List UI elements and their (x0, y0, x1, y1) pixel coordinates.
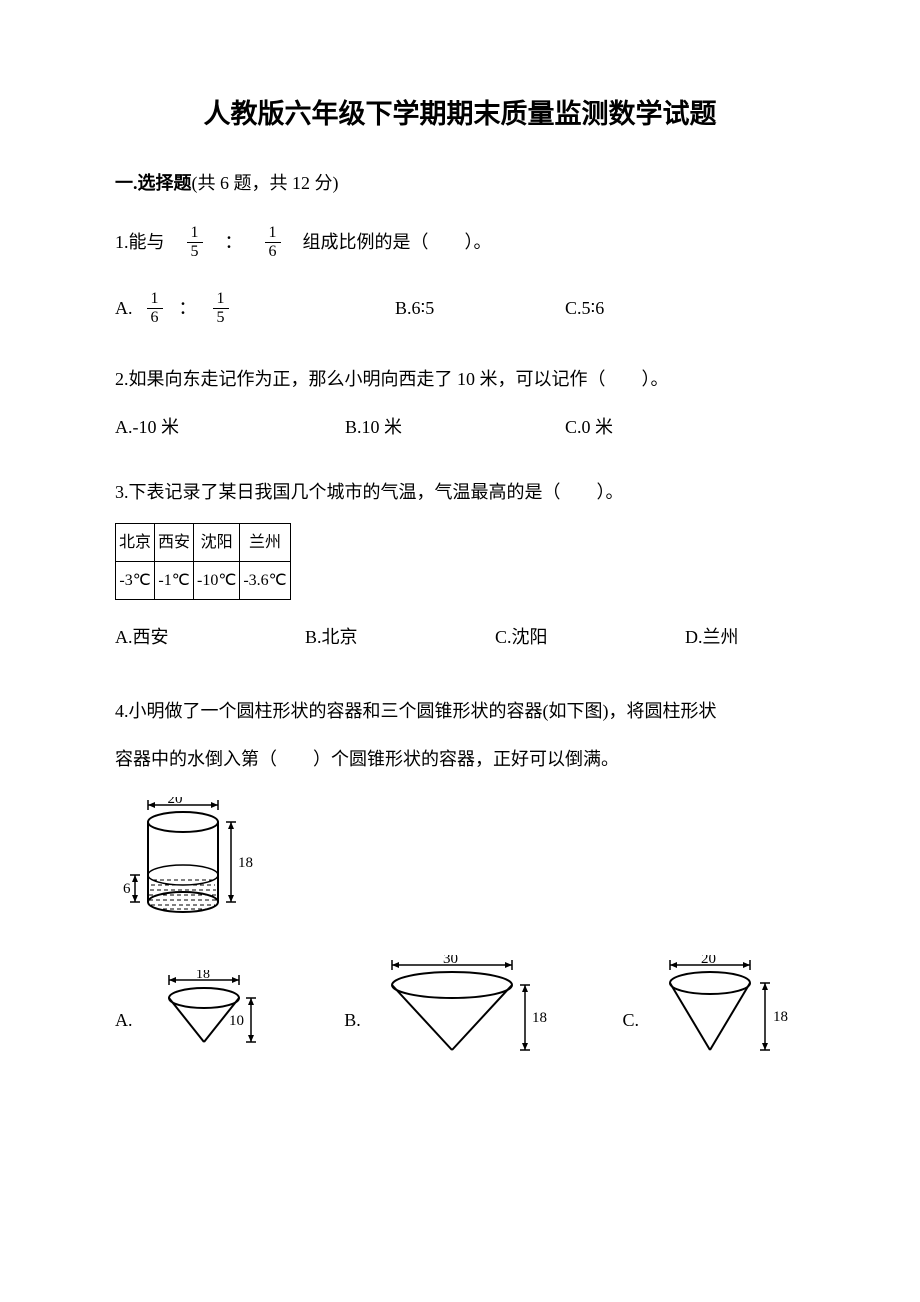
q1-optB: B.6∶5 (395, 289, 565, 329)
q1-frac1-den: 5 (187, 243, 203, 260)
q1-optA-frac2: 1 5 (213, 291, 229, 326)
q3-temp-3: -3.6℃ (240, 562, 290, 600)
cylinder-icon: 20 18 (123, 797, 268, 927)
q2-optA: A.-10 米 (115, 408, 345, 448)
q1-colon: ： (225, 223, 243, 263)
svg-text:20: 20 (168, 797, 183, 807)
svg-text:6: 6 (123, 881, 131, 897)
svg-text:10: 10 (229, 1013, 244, 1029)
q1-optA-colon: ： (179, 289, 197, 329)
cone-b-icon: 30 18 (367, 955, 557, 1060)
svg-text:18: 18 (196, 970, 210, 982)
question-2: 2.如果向东走记作为正，那么小明向西走了 10 米，可以记作（ ）。 A.-10… (115, 360, 805, 447)
q4-optA: A. 18 10 (115, 970, 279, 1060)
cone-a-icon: 18 10 (139, 970, 279, 1060)
q4-text2: 容器中的水倒入第（ ）个圆锥形状的容器，正好可以倒满。 (115, 740, 805, 780)
q1-frac1: 1 5 (187, 225, 203, 260)
q1-optA-frac1-num: 1 (147, 291, 163, 309)
q3-optC: C.沈阳 (495, 618, 685, 658)
q3-table: 北京 西安 沈阳 兰州 -3℃ -1℃ -10℃ -3.6℃ (115, 523, 291, 600)
section-header: 一.选择题(共 6 题，共 12 分) (115, 167, 805, 199)
q3-temp-1: -1℃ (155, 562, 194, 600)
q3-optB: B.北京 (305, 618, 495, 658)
svg-text:18: 18 (238, 855, 253, 871)
q3-temp-0: -3℃ (116, 562, 155, 600)
q1-optA-frac1: 1 6 (147, 291, 163, 326)
q1-optC: C.5∶6 (565, 289, 604, 329)
q1-optA-frac1-den: 6 (147, 309, 163, 326)
q1-prefix: 1.能与 (115, 223, 165, 263)
q3-city-0: 北京 (116, 523, 155, 561)
q3-city-3: 兰州 (240, 523, 290, 561)
q4-options: A. 18 10 (115, 955, 805, 1060)
question-3: 3.下表记录了某日我国几个城市的气温，气温最高的是（ ）。 北京 西安 沈阳 兰… (115, 473, 805, 658)
q3-optD: D.兰州 (685, 618, 739, 658)
section-label-bold: 一.选择题 (115, 173, 192, 193)
q1-text: 1.能与 1 5 ： 1 6 组成比例的是（ ）。 (115, 223, 805, 263)
q1-frac1-num: 1 (187, 225, 203, 243)
q1-optA-frac2-den: 5 (213, 309, 229, 326)
table-row: 北京 西安 沈阳 兰州 (116, 523, 291, 561)
q4-optC-label: C. (622, 1001, 639, 1041)
q3-text: 3.下表记录了某日我国几个城市的气温，气温最高的是（ ）。 (115, 473, 805, 513)
q1-optA-label: A. (115, 289, 133, 329)
q3-temp-2: -10℃ (194, 562, 240, 600)
q3-optA: A.西安 (115, 618, 305, 658)
page-title: 人教版六年级下学期期末质量监测数学试题 (115, 90, 805, 139)
q4-optB: B. 30 18 (344, 955, 557, 1060)
q1-suffix: 组成比例的是（ ）。 (303, 223, 492, 263)
svg-text:18: 18 (532, 1010, 547, 1026)
svg-text:20: 20 (701, 955, 716, 967)
q4-optB-label: B. (344, 1001, 361, 1041)
q3-city-2: 沈阳 (194, 523, 240, 561)
question-1: 1.能与 1 5 ： 1 6 组成比例的是（ ）。 A. 1 6 ： 1 (115, 223, 805, 328)
q1-optA: A. 1 6 ： 1 5 (115, 289, 395, 329)
q2-optC: C.0 米 (565, 408, 613, 448)
q2-text: 2.如果向东走记作为正，那么小明向西走了 10 米，可以记作（ ）。 (115, 360, 805, 400)
q4-optA-label: A. (115, 1001, 133, 1041)
q4-text1: 4.小明做了一个圆柱形状的容器和三个圆锥形状的容器(如下图)，将圆柱形状 (115, 692, 805, 732)
q2-options: A.-10 米 B.10 米 C.0 米 (115, 408, 805, 448)
svg-text:18: 18 (773, 1009, 788, 1025)
cone-c-icon: 20 18 (645, 955, 805, 1060)
q1-frac2-den: 6 (265, 243, 281, 260)
question-4: 4.小明做了一个圆柱形状的容器和三个圆锥形状的容器(如下图)，将圆柱形状 容器中… (115, 692, 805, 1060)
q4-cylinder-figure: 20 18 (123, 797, 805, 927)
q3-city-1: 西安 (155, 523, 194, 561)
table-row: -3℃ -1℃ -10℃ -3.6℃ (116, 562, 291, 600)
section-label-rest: (共 6 题，共 12 分) (192, 173, 339, 193)
q1-optA-frac2-num: 1 (213, 291, 229, 309)
q3-options: A.西安 B.北京 C.沈阳 D.兰州 (115, 618, 805, 658)
q2-optB: B.10 米 (345, 408, 565, 448)
svg-text:30: 30 (443, 955, 458, 967)
q4-optC: C. 20 18 (622, 955, 805, 1060)
q1-frac2-num: 1 (265, 225, 281, 243)
q1-frac2: 1 6 (265, 225, 281, 260)
q1-options: A. 1 6 ： 1 5 B.6∶5 C.5∶6 (115, 289, 805, 329)
